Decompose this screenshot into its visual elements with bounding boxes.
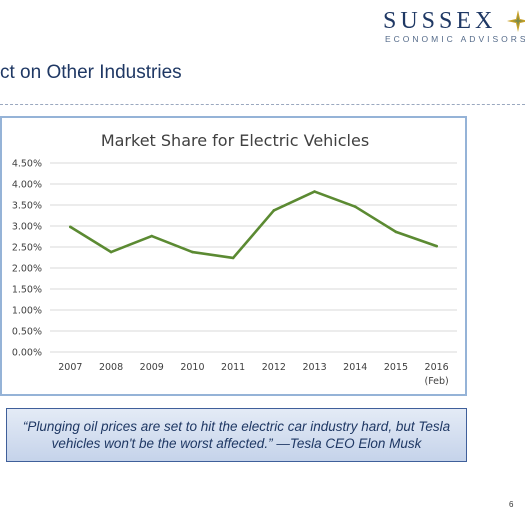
chart-frame: Market Share for Electric Vehicles 0.00%… [0,116,467,396]
y-tick-label: 0.50% [12,327,42,338]
x-tick-label: 2013 [302,362,326,373]
x-tick-label: 2011 [221,362,245,373]
x-tick-label: 2008 [99,362,123,373]
brand-subtitle: ECONOMIC ADVISORS [385,34,525,44]
y-tick-label: 2.50% [12,243,42,254]
data-point [272,209,276,212]
data-point [435,244,438,248]
x-tick-label: 2007 [58,362,82,373]
data-point [313,190,316,193]
y-tick-label: 1.50% [12,285,42,296]
y-tick-label: 3.50% [12,201,42,212]
data-point [69,225,72,229]
y-tick-label: 4.50% [12,159,42,170]
series-line-path [69,190,438,260]
x-tick-label: 2016 [425,362,449,373]
quote-text: “Plunging oil prices are set to hit the … [22,419,451,451]
data-point [150,234,154,238]
x-axis-tick-labels: 2007 2008 2009 2010 2011 2012 2013 2014 2015 2016… [58,362,449,387]
series-line [69,190,438,260]
data-point [353,205,357,208]
brand-name: SUSSEX [383,8,497,34]
compass-star-icon [507,10,525,32]
y-tick-label: 4.00% [12,180,42,191]
y-tick-label: 1.00% [12,306,42,317]
title-divider [0,104,525,105]
quote-box: “Plunging oil prices are set to hit the … [6,408,467,462]
x-tick-label: 2014 [343,362,367,373]
page-title: ct on Other Industries [0,62,182,83]
x-tick-label: 2015 [384,362,408,373]
y-tick-label: 3.00% [12,222,42,233]
x-tick-sublabel: (Feb) [425,376,449,387]
x-tick-label: 2010 [180,362,204,373]
y-tick-label: 0.00% [12,348,42,359]
brand-logo: SUSSEX ECONOMIC ADVISORS [375,6,525,46]
gridlines [50,162,457,353]
x-tick-label: 2012 [262,362,286,373]
page-number: 6 [509,500,514,509]
data-point [109,250,113,254]
line-chart: Market Share for Electric Vehicles 0.00%… [12,131,457,387]
chart-title: Market Share for Electric Vehicles [101,131,369,150]
y-axis-tick-labels: 0.00% 0.50% 1.00% 1.50% 2.00% 2.50% 3.00% 3.50%… [12,159,42,359]
data-point [191,250,194,254]
y-tick-label: 2.00% [12,264,42,275]
x-tick-label: 2009 [140,362,164,373]
data-point [231,256,235,260]
data-point [394,230,398,234]
